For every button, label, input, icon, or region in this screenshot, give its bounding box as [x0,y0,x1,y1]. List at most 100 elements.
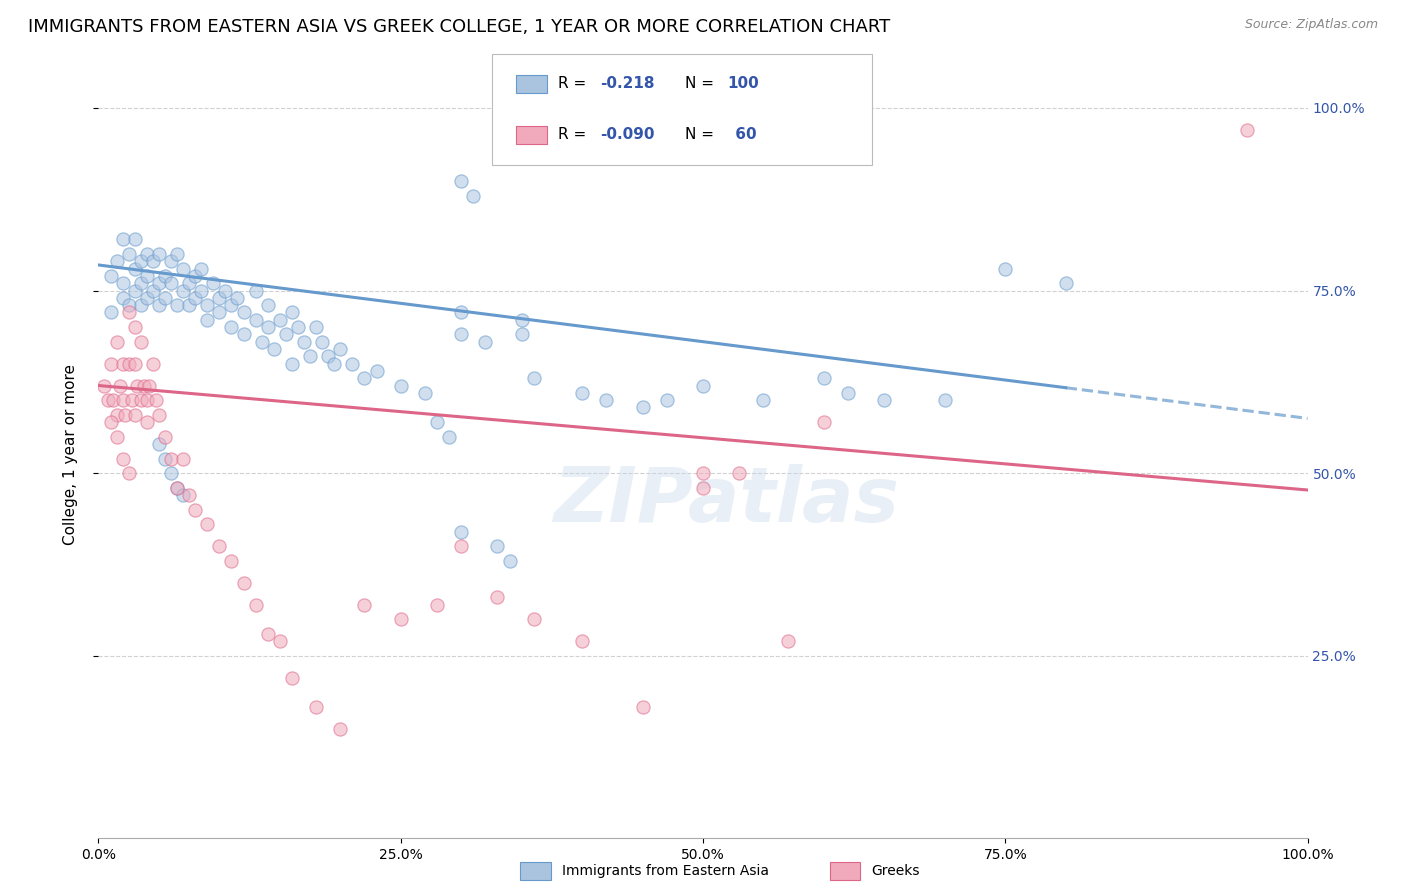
Point [142,254,165,268]
Text: Source: ZipAtlas.com: Source: ZipAtlas.com [1244,18,1378,31]
Text: -0.218: -0.218 [600,76,655,91]
Point [437,430,460,444]
Point [245,284,267,298]
Point [299,349,322,363]
Point [105,408,128,422]
Point [934,393,956,408]
Point [571,385,593,400]
Point [281,357,304,371]
Point [250,334,273,349]
Point [813,415,835,429]
Point [1236,123,1258,137]
Point [148,247,170,261]
Point [274,327,297,342]
Point [100,268,122,283]
Point [195,298,218,312]
Point [595,393,617,408]
Text: 60: 60 [730,128,756,143]
Point [153,451,176,466]
Point [692,378,714,392]
Point [105,254,128,268]
Point [153,291,176,305]
Point [124,320,146,334]
Point [118,305,141,319]
Point [342,357,364,371]
Point [287,320,309,334]
Point [631,700,654,714]
Point [692,466,714,480]
Point [450,539,472,553]
Point [813,371,835,385]
Point [160,451,183,466]
Point [121,393,143,408]
Point [190,261,212,276]
Point [510,327,533,342]
Point [172,488,194,502]
Y-axis label: College, 1 year or more: College, 1 year or more [63,365,77,545]
Point [281,305,304,319]
Text: IMMIGRANTS FROM EASTERN ASIA VS GREEK COLLEGE, 1 YEAR OR MORE CORRELATION CHART: IMMIGRANTS FROM EASTERN ASIA VS GREEK CO… [28,18,890,36]
Point [111,291,134,305]
Point [329,722,352,736]
Point [172,284,194,298]
Point [127,378,149,392]
Point [129,277,152,291]
Point [353,371,375,385]
Text: Greeks: Greeks [872,863,920,878]
Text: R =: R = [558,76,592,91]
Point [135,415,157,429]
Point [498,554,520,568]
Point [160,466,183,480]
Point [281,671,304,685]
Point [316,349,339,363]
Point [111,357,134,371]
Point [994,261,1017,276]
Point [426,598,449,612]
Point [450,305,472,319]
Point [105,334,128,349]
Point [100,305,122,319]
Point [752,393,775,408]
Point [160,254,183,268]
Point [129,393,152,408]
Point [221,320,243,334]
Point [124,408,146,422]
Point [184,291,207,305]
Point [135,268,157,283]
Point [179,298,201,312]
Point [118,466,141,480]
Point [124,284,146,298]
Point [571,634,593,648]
Point [329,342,352,356]
Point [166,298,188,312]
Point [221,298,243,312]
Point [208,539,231,553]
Point [214,284,236,298]
Point [269,312,291,326]
Point [124,357,146,371]
Point [93,378,115,392]
Point [153,268,176,283]
Point [118,247,141,261]
Text: -0.090: -0.090 [600,128,655,143]
Text: N =: N = [685,76,714,91]
Point [101,393,124,408]
Text: 100: 100 [727,76,759,91]
Point [256,298,278,312]
Point [510,312,533,326]
Point [195,312,218,326]
Point [323,357,346,371]
Point [148,408,170,422]
Point [450,327,472,342]
Point [245,312,267,326]
Point [486,591,509,605]
Point [631,401,654,415]
Point [655,393,678,408]
Point [145,393,167,408]
Point [245,598,267,612]
Point [269,634,291,648]
Point [1054,277,1077,291]
Point [148,298,170,312]
Point [450,174,472,188]
Point [129,334,152,349]
